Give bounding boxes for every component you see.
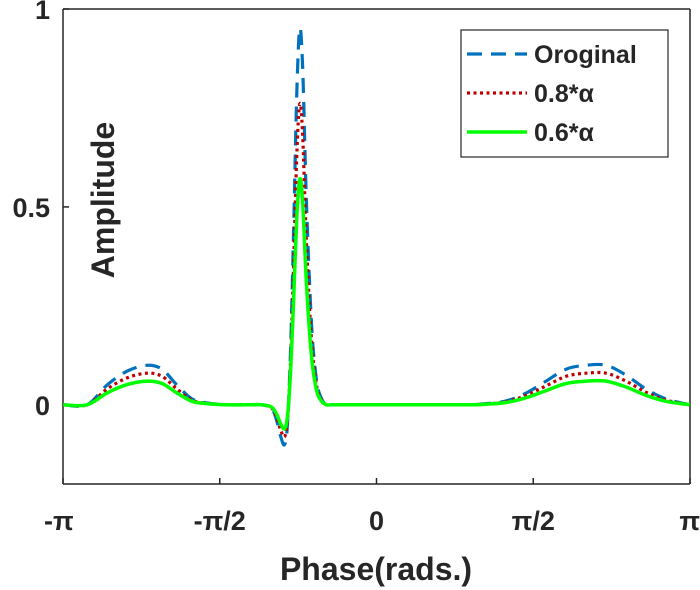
legend: Oroginal 0.8*α 0.6*α <box>460 29 669 158</box>
legend-label-2: 0.8*α <box>534 80 594 108</box>
series-line-3 <box>63 176 691 431</box>
x-tick-label: π/2 <box>512 506 555 536</box>
x-tick-label: -π/2 <box>194 506 246 536</box>
x-axis-ticks: -π -π/2 0 π/2 π <box>44 478 700 536</box>
legend-label-1: Oroginal <box>534 41 637 69</box>
y-tick-label: 1 <box>35 0 50 25</box>
legend-label-3: 0.6*α <box>534 119 594 147</box>
y-tick-label: 0.5 <box>12 193 50 223</box>
x-tick-label: -π <box>44 506 74 536</box>
y-tick-label: 0 <box>35 391 50 421</box>
x-tick-label: 0 <box>369 506 384 536</box>
y-axis-ticks: 00.51 <box>12 0 69 421</box>
y-axis-label: Amplitude <box>85 122 121 278</box>
x-axis-label: Phase(rads.) <box>280 551 472 587</box>
x-tick-label: π <box>679 506 700 536</box>
series-lines <box>63 26 691 447</box>
